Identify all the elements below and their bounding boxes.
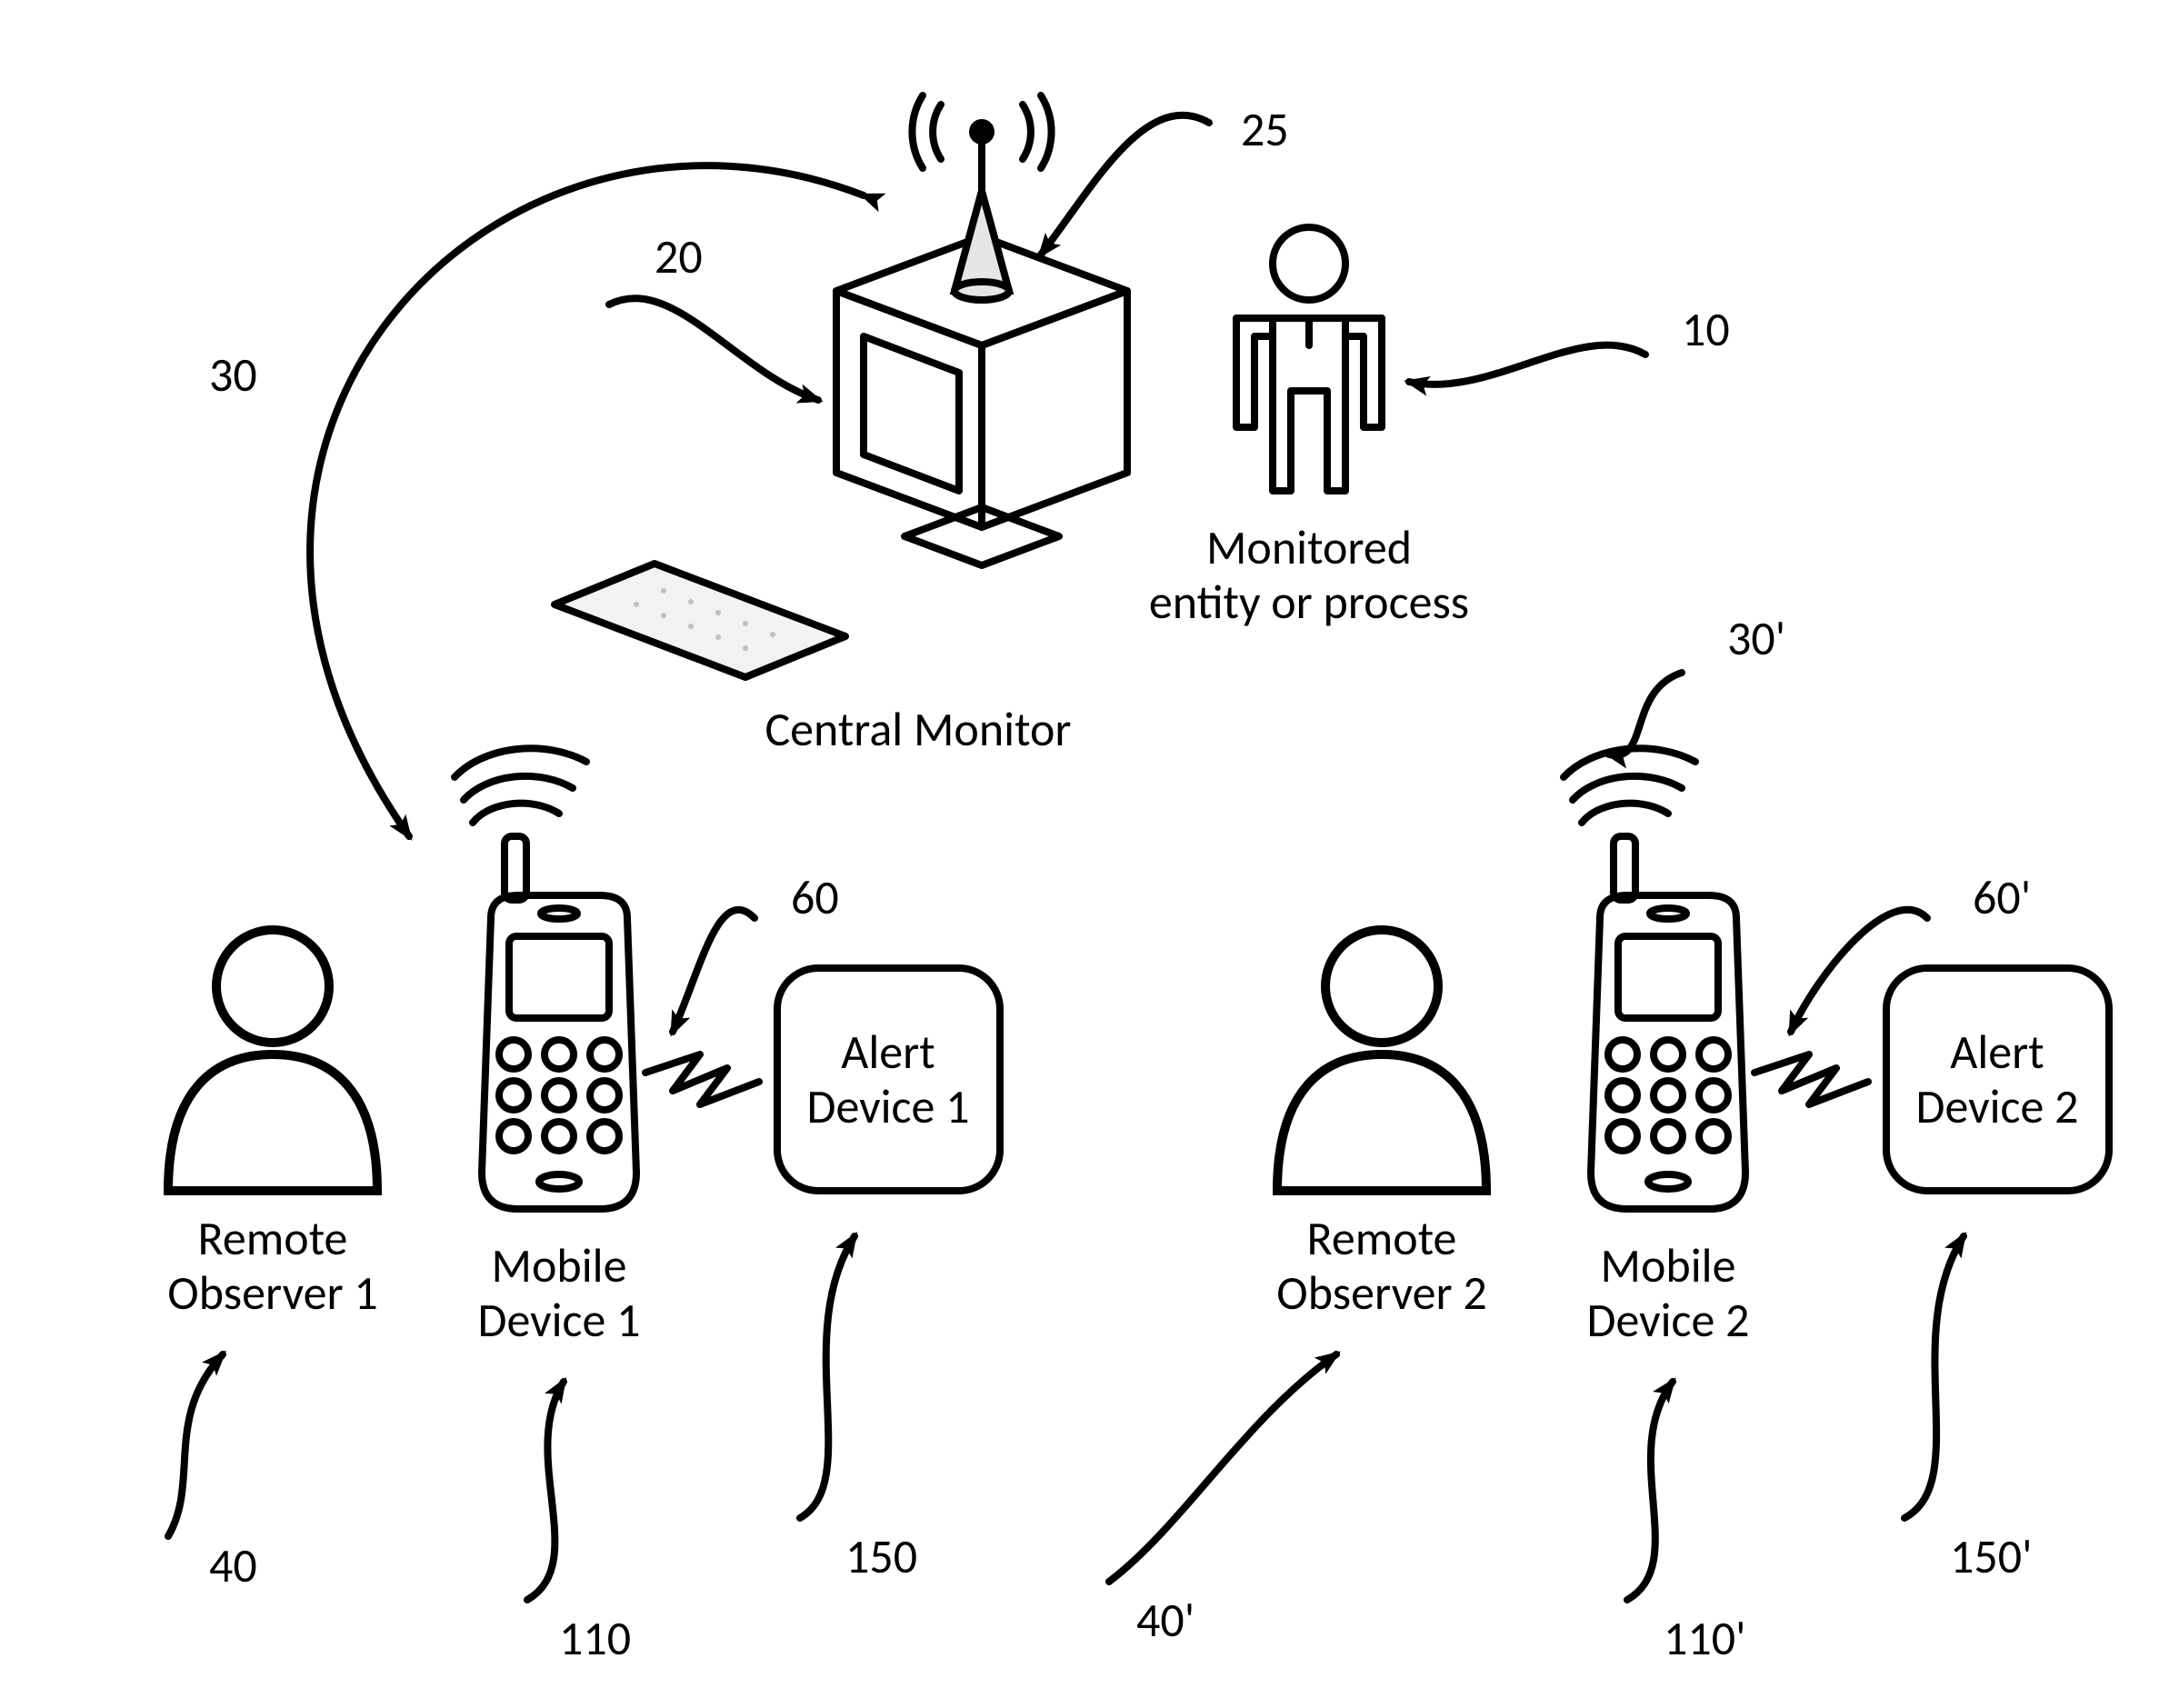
mobile-device-1-icon [455, 748, 636, 1209]
monitored-person-icon [1236, 227, 1382, 491]
remote-observer-2-l1: Remote [1307, 1209, 1457, 1267]
alert-device-1-l1: Alert [841, 1023, 935, 1081]
mobile-device-2-icon [1564, 748, 1745, 1209]
arrow-40 [168, 1354, 223, 1536]
remote-observer-2-icon [1277, 930, 1486, 1191]
antenna-icon [912, 95, 1051, 300]
remote-observer-1-icon [168, 930, 377, 1191]
remote-observer-1-l1: Remote [198, 1209, 348, 1267]
arrow-40p [1109, 1354, 1336, 1582]
mobile-device-2-l1: Mobile [1601, 1236, 1736, 1294]
arrow-150 [800, 1236, 855, 1518]
ref-110: 110 [559, 1609, 631, 1667]
mobile-device-2-l2: Device 2 [1586, 1291, 1749, 1349]
ref-20: 20 [655, 227, 703, 285]
arrow-110 [527, 1382, 564, 1600]
ref-110p: 110' [1664, 1609, 1746, 1667]
ref-40p: 40' [1136, 1591, 1194, 1649]
central-monitor-label: Central Monitor [765, 700, 1071, 758]
ref-30p: 30' [1727, 609, 1785, 667]
arrow-60 [673, 910, 755, 1032]
ref-60p: 60' [1973, 868, 2031, 926]
arrow-30p [1609, 673, 1682, 755]
mobile-device-1-l2: Device 1 [477, 1291, 640, 1349]
ref-40: 40 [209, 1536, 257, 1594]
ref-150: 150 [845, 1527, 917, 1585]
arrow-150p [1904, 1236, 1964, 1518]
mobile-device-1-l1: Mobile [492, 1236, 627, 1294]
zigzag-link-2 [1754, 1054, 1868, 1104]
ref-30: 30 [209, 345, 257, 404]
monitored-label-l1: Monitored [1206, 518, 1412, 576]
central-monitor-icon [555, 236, 1127, 677]
ref-25: 25 [1241, 100, 1289, 158]
ref-10: 10 [1682, 300, 1730, 358]
monitored-label-l2: entity or process [1149, 573, 1469, 631]
remote-observer-1-l2: Observer 1 [167, 1264, 377, 1322]
arrow-110p [1627, 1382, 1673, 1600]
arrow-20 [609, 298, 818, 400]
remote-observer-2-l2: Observer 2 [1276, 1264, 1486, 1322]
alert-device-2-l2: Device 2 [1915, 1077, 2078, 1135]
zigzag-link-1 [645, 1054, 759, 1104]
ref-60: 60 [791, 868, 839, 926]
ref-150p: 150' [1950, 1527, 2033, 1585]
arrow-25 [1041, 115, 1209, 255]
alert-device-2-l1: Alert [1950, 1023, 2044, 1081]
alert-device-1-l2: Device 1 [806, 1077, 969, 1135]
arrow-10 [1409, 345, 1645, 385]
